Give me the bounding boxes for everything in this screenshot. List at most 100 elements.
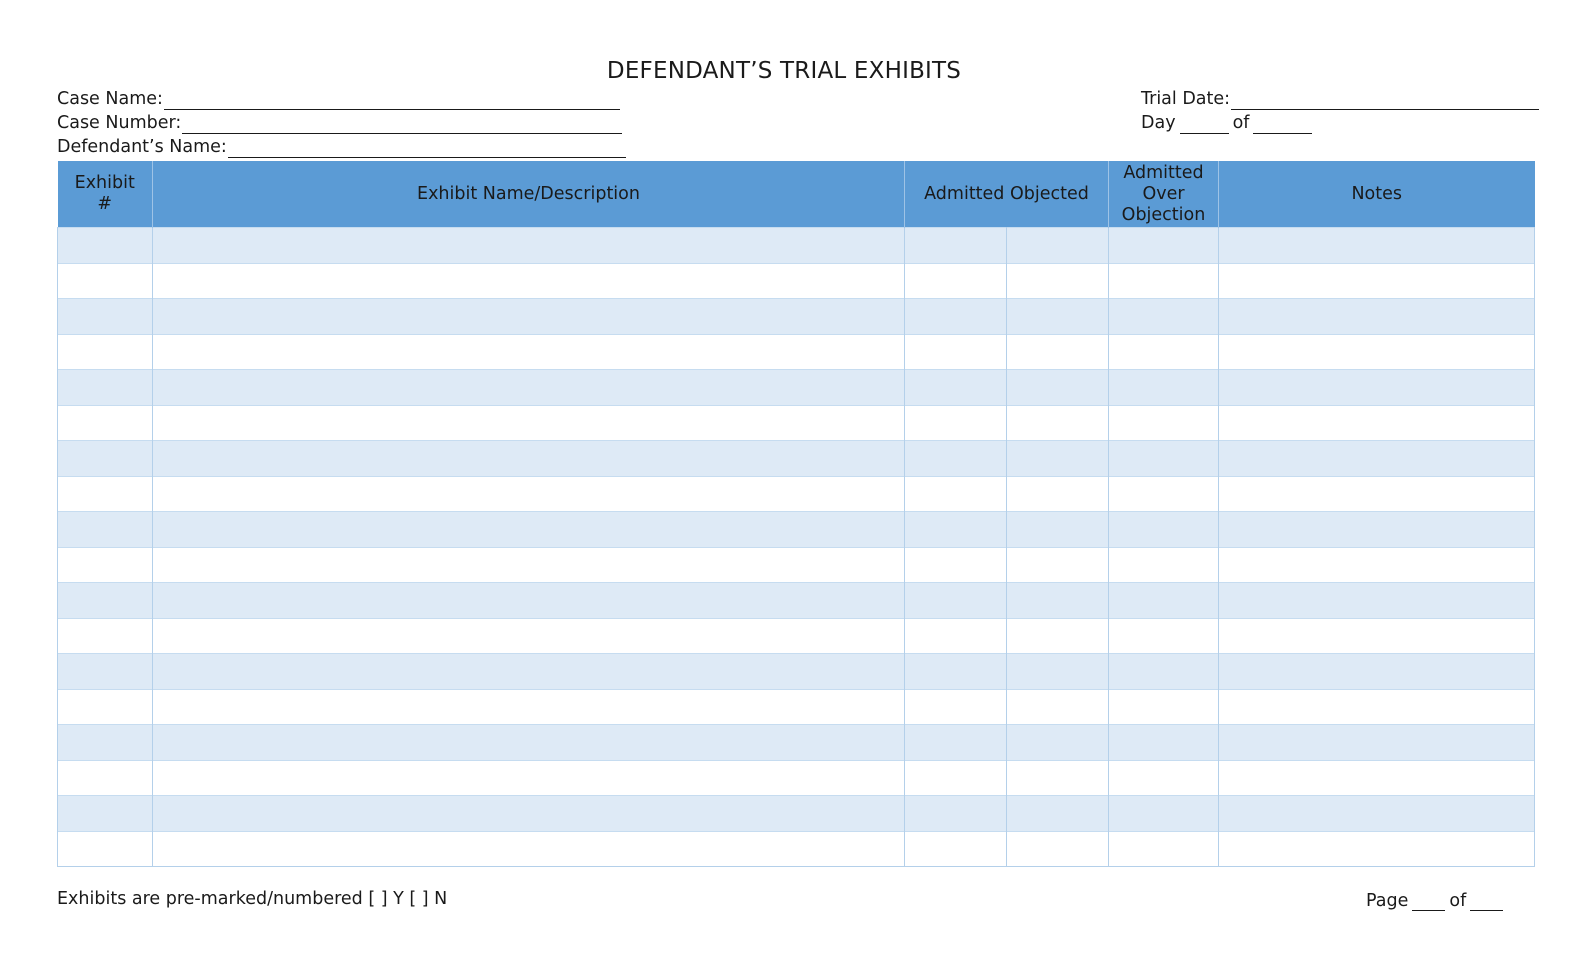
cell-notes[interactable]: [1218, 759, 1535, 796]
cell-admitted-over-objection[interactable]: [1108, 724, 1219, 760]
cell-exhibit-number[interactable]: [57, 795, 153, 831]
cell-description[interactable]: [152, 724, 905, 760]
cell-exhibit-number[interactable]: [57, 262, 153, 299]
cell-description[interactable]: [152, 333, 905, 370]
cell-description[interactable]: [152, 298, 905, 334]
cell-objected[interactable]: [1006, 653, 1109, 689]
cell-admitted-over-objection[interactable]: [1108, 404, 1219, 441]
cell-description[interactable]: [152, 795, 905, 831]
cell-exhibit-number[interactable]: [57, 724, 153, 760]
cell-notes[interactable]: [1218, 724, 1535, 760]
cell-admitted-over-objection[interactable]: [1108, 653, 1219, 689]
case-name-input-line[interactable]: [163, 91, 620, 110]
cell-notes[interactable]: [1218, 795, 1535, 831]
cell-exhibit-number[interactable]: [57, 511, 153, 547]
cell-exhibit-number[interactable]: [57, 298, 153, 334]
cell-exhibit-number[interactable]: [57, 404, 153, 441]
cell-notes[interactable]: [1218, 582, 1535, 618]
cell-admitted[interactable]: [904, 688, 1007, 725]
cell-admitted[interactable]: [904, 511, 1007, 547]
cell-objected[interactable]: [1006, 546, 1109, 583]
cell-notes[interactable]: [1218, 511, 1535, 547]
cell-admitted-over-objection[interactable]: [1108, 830, 1219, 867]
cell-exhibit-number[interactable]: [57, 369, 153, 405]
cell-objected[interactable]: [1006, 617, 1109, 654]
cell-objected[interactable]: [1006, 759, 1109, 796]
cell-admitted-over-objection[interactable]: [1108, 440, 1219, 476]
cell-admitted-over-objection[interactable]: [1108, 546, 1219, 583]
cell-objected[interactable]: [1006, 369, 1109, 405]
page-number-input-line[interactable]: [1412, 892, 1446, 911]
cell-description[interactable]: [152, 475, 905, 512]
cell-admitted-over-objection[interactable]: [1108, 262, 1219, 299]
trial-date-input-line[interactable]: [1231, 91, 1540, 110]
cell-admitted-over-objection[interactable]: [1108, 582, 1219, 618]
cell-objected[interactable]: [1006, 795, 1109, 831]
cell-objected[interactable]: [1006, 688, 1109, 725]
cell-description[interactable]: [152, 653, 905, 689]
cell-exhibit-number[interactable]: [57, 582, 153, 618]
cell-description[interactable]: [152, 830, 905, 867]
cell-exhibit-number[interactable]: [57, 546, 153, 583]
cell-description[interactable]: [152, 759, 905, 796]
cell-admitted[interactable]: [904, 227, 1007, 263]
cell-admitted[interactable]: [904, 298, 1007, 334]
cell-description[interactable]: [152, 404, 905, 441]
cell-admitted[interactable]: [904, 333, 1007, 370]
cell-notes[interactable]: [1218, 830, 1535, 867]
cell-exhibit-number[interactable]: [57, 440, 153, 476]
case-number-input-line[interactable]: [182, 115, 623, 134]
cell-admitted-over-objection[interactable]: [1108, 333, 1219, 370]
cell-notes[interactable]: [1218, 688, 1535, 725]
cell-admitted[interactable]: [904, 262, 1007, 299]
cell-admitted-over-objection[interactable]: [1108, 759, 1219, 796]
cell-exhibit-number[interactable]: [57, 617, 153, 654]
cell-admitted[interactable]: [904, 475, 1007, 512]
cell-notes[interactable]: [1218, 617, 1535, 654]
cell-exhibit-number[interactable]: [57, 333, 153, 370]
cell-objected[interactable]: [1006, 298, 1109, 334]
page-total-input-line[interactable]: [1470, 892, 1504, 911]
defendant-name-input-line[interactable]: [227, 139, 626, 158]
cell-admitted[interactable]: [904, 582, 1007, 618]
cell-notes[interactable]: [1218, 440, 1535, 476]
cell-description[interactable]: [152, 582, 905, 618]
cell-admitted-over-objection[interactable]: [1108, 227, 1219, 263]
cell-notes[interactable]: [1218, 227, 1535, 263]
cell-exhibit-number[interactable]: [57, 759, 153, 796]
cell-description[interactable]: [152, 440, 905, 476]
day-total-input-line[interactable]: [1253, 115, 1313, 134]
cell-notes[interactable]: [1218, 333, 1535, 370]
cell-description[interactable]: [152, 262, 905, 299]
cell-admitted-over-objection[interactable]: [1108, 795, 1219, 831]
cell-admitted[interactable]: [904, 830, 1007, 867]
cell-description[interactable]: [152, 546, 905, 583]
cell-description[interactable]: [152, 227, 905, 263]
cell-notes[interactable]: [1218, 369, 1535, 405]
cell-objected[interactable]: [1006, 830, 1109, 867]
cell-notes[interactable]: [1218, 404, 1535, 441]
cell-objected[interactable]: [1006, 333, 1109, 370]
cell-admitted-over-objection[interactable]: [1108, 688, 1219, 725]
cell-admitted-over-objection[interactable]: [1108, 475, 1219, 512]
cell-notes[interactable]: [1218, 653, 1535, 689]
day-number-input-line[interactable]: [1179, 115, 1229, 134]
cell-notes[interactable]: [1218, 546, 1535, 583]
cell-objected[interactable]: [1006, 262, 1109, 299]
cell-exhibit-number[interactable]: [57, 830, 153, 867]
cell-admitted[interactable]: [904, 369, 1007, 405]
cell-admitted-over-objection[interactable]: [1108, 298, 1219, 334]
cell-objected[interactable]: [1006, 440, 1109, 476]
cell-description[interactable]: [152, 511, 905, 547]
cell-exhibit-number[interactable]: [57, 475, 153, 512]
cell-objected[interactable]: [1006, 582, 1109, 618]
cell-exhibit-number[interactable]: [57, 688, 153, 725]
cell-admitted[interactable]: [904, 404, 1007, 441]
cell-admitted[interactable]: [904, 724, 1007, 760]
cell-objected[interactable]: [1006, 724, 1109, 760]
cell-objected[interactable]: [1006, 404, 1109, 441]
cell-exhibit-number[interactable]: [57, 653, 153, 689]
cell-admitted[interactable]: [904, 653, 1007, 689]
cell-notes[interactable]: [1218, 262, 1535, 299]
cell-admitted-over-objection[interactable]: [1108, 369, 1219, 405]
